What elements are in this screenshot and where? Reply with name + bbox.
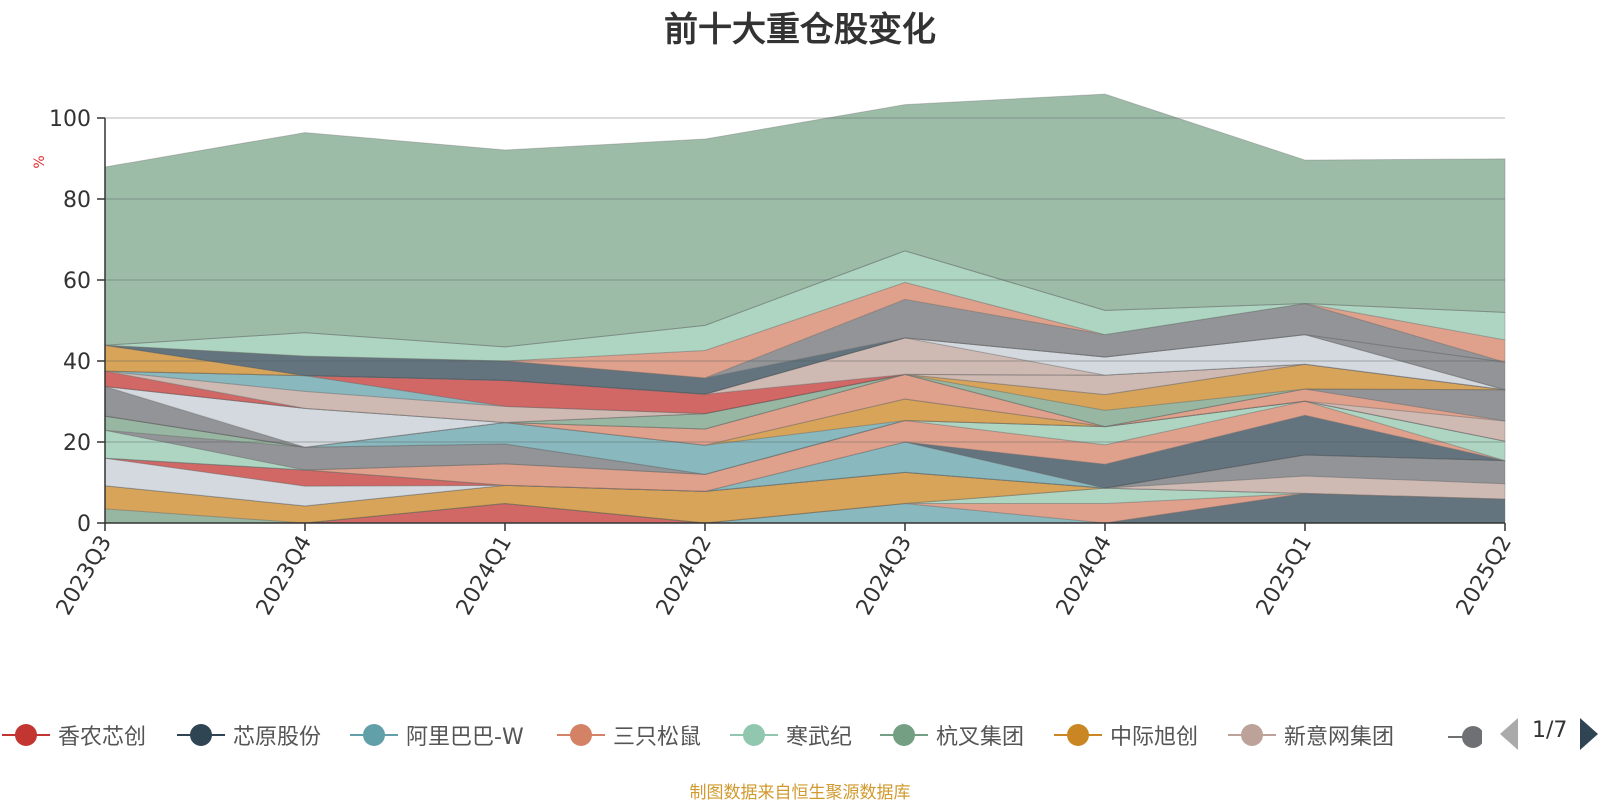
- x-tick-label: 2025Q1: [1252, 532, 1317, 620]
- legend-item[interactable]: 三只松鼠: [555, 718, 701, 752]
- y-tick-label: 100: [49, 107, 91, 132]
- x-tick-label: 2024Q2: [652, 532, 717, 620]
- x-tick-label: 2025Q2: [1452, 532, 1517, 620]
- legend-item[interactable]: 新意网集团: [1226, 718, 1394, 752]
- legend-label: 新意网集团: [1284, 725, 1395, 750]
- legend: 香农芯创 芯原股份 阿里巴巴-W 三只松鼠 寒武纪 杭叉集团 中际旭创 新意网集团: [0, 718, 1600, 752]
- legend-overflow-line: [1448, 736, 1472, 738]
- legend-item[interactable]: 芯原股份: [175, 718, 321, 752]
- y-tick-label: 60: [63, 269, 91, 294]
- legend-item[interactable]: 香农芯创: [0, 718, 146, 752]
- legend-label: 芯原股份: [233, 725, 322, 750]
- x-tick-label: 2023Q4: [252, 532, 317, 620]
- x-tick-label: 2023Q3: [52, 532, 117, 620]
- x-tick-label: 2024Q4: [1052, 532, 1117, 620]
- source-note: 制图数据来自恒生聚源数据库: [689, 783, 911, 803]
- legend-item[interactable]: 阿里巴巴-W: [348, 718, 524, 752]
- legend-marker-icon: [1052, 718, 1104, 752]
- legend-label: 阿里巴巴-W: [406, 725, 524, 750]
- area-series-39: [104, 93, 1506, 348]
- y-tick-label: 20: [63, 431, 91, 456]
- area-series-33: [104, 334, 1506, 395]
- area-series-2: [105, 492, 1506, 524]
- area-series: [104, 93, 1506, 524]
- legend-label: 中际旭创: [1110, 725, 1199, 750]
- legend-marker-icon: [728, 718, 780, 752]
- y-axis-unit-label: %: [32, 155, 48, 168]
- legend-marker-icon: [1226, 718, 1278, 752]
- area-series-22: [104, 373, 1506, 448]
- y-tick-label: 40: [63, 350, 91, 375]
- legend-prev-page-arrow-icon[interactable]: [1500, 718, 1518, 750]
- legend-label: 杭叉集团: [936, 725, 1025, 750]
- legend-item[interactable]: 中际旭创: [1052, 718, 1198, 752]
- legend-overflow-item[interactable]: [1448, 722, 1482, 752]
- legend-item[interactable]: 杭叉集团: [878, 718, 1024, 752]
- y-tick-label: 0: [77, 512, 91, 537]
- stacked-area-chart: 0 20 40 60 80 100 2023Q3 2023Q4 2024Q1 2024Q2 2024…: [32, 93, 1517, 620]
- x-tick-label: 2024Q1: [452, 532, 517, 620]
- legend-marker-icon: [348, 718, 400, 752]
- legend-label: 寒武纪: [786, 725, 853, 750]
- legend-marker-icon: [0, 718, 52, 752]
- legend-overflow-dot: [1462, 726, 1482, 748]
- legend-marker-icon: [175, 718, 227, 752]
- y-tick-label: 80: [63, 188, 91, 213]
- legend-marker-icon: [555, 718, 607, 752]
- legend-next-page-arrow-icon[interactable]: [1580, 718, 1598, 750]
- x-tick-label: 2024Q3: [852, 532, 917, 620]
- chart-title: 前十大重仓股变化: [664, 10, 936, 50]
- legend-label: 三只松鼠: [613, 725, 702, 750]
- legend-page-indicator: 1/7: [1532, 718, 1568, 743]
- legend-marker-icon: [878, 718, 930, 752]
- legend-label: 香农芯创: [58, 725, 147, 750]
- legend-item[interactable]: 寒武纪: [728, 718, 852, 752]
